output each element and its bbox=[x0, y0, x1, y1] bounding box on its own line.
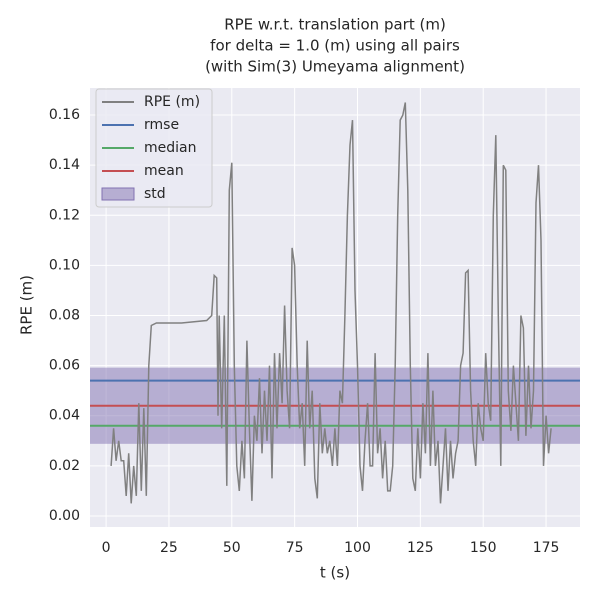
x-tick-label: 150 bbox=[470, 540, 497, 556]
legend-label: median bbox=[144, 140, 196, 156]
x-tick-label: 25 bbox=[160, 540, 178, 556]
x-tick-label: 75 bbox=[286, 540, 304, 556]
chart-title: RPE w.r.t. translation part (m) bbox=[224, 16, 446, 34]
x-tick-label: 0 bbox=[102, 540, 111, 556]
x-tick-label: 100 bbox=[344, 540, 371, 556]
legend-box bbox=[95, 88, 213, 208]
y-tick-label: 0.06 bbox=[49, 358, 80, 374]
legend-label: rmse bbox=[144, 117, 179, 133]
y-tick-label: 0.00 bbox=[49, 508, 80, 524]
y-tick-label: 0.12 bbox=[49, 207, 80, 223]
legend-label: RPE (m) bbox=[144, 94, 200, 110]
legend-label: std bbox=[144, 186, 166, 202]
y-axis-label: RPE (m) bbox=[18, 275, 36, 335]
x-tick-label: 50 bbox=[223, 540, 241, 556]
y-tick-label: 0.14 bbox=[49, 157, 80, 173]
y-tick-label: 0.08 bbox=[49, 308, 80, 324]
chart-title: for delta = 1.0 (m) using all pairs bbox=[210, 37, 460, 55]
y-tick-label: 0.10 bbox=[49, 257, 80, 273]
x-tick-label: 175 bbox=[533, 540, 560, 556]
x-tick-label: 125 bbox=[407, 540, 434, 556]
chart-title: (with Sim(3) Umeyama alignment) bbox=[205, 58, 465, 76]
rpe-line bbox=[110, 102, 552, 504]
legend-label: mean bbox=[144, 163, 184, 179]
y-tick-label: 0.16 bbox=[49, 107, 80, 123]
y-tick-label: 0.04 bbox=[49, 408, 80, 424]
y-tick-label: 0.02 bbox=[49, 458, 80, 474]
legend-swatch bbox=[101, 187, 135, 201]
x-axis-label: t (s) bbox=[320, 564, 350, 582]
